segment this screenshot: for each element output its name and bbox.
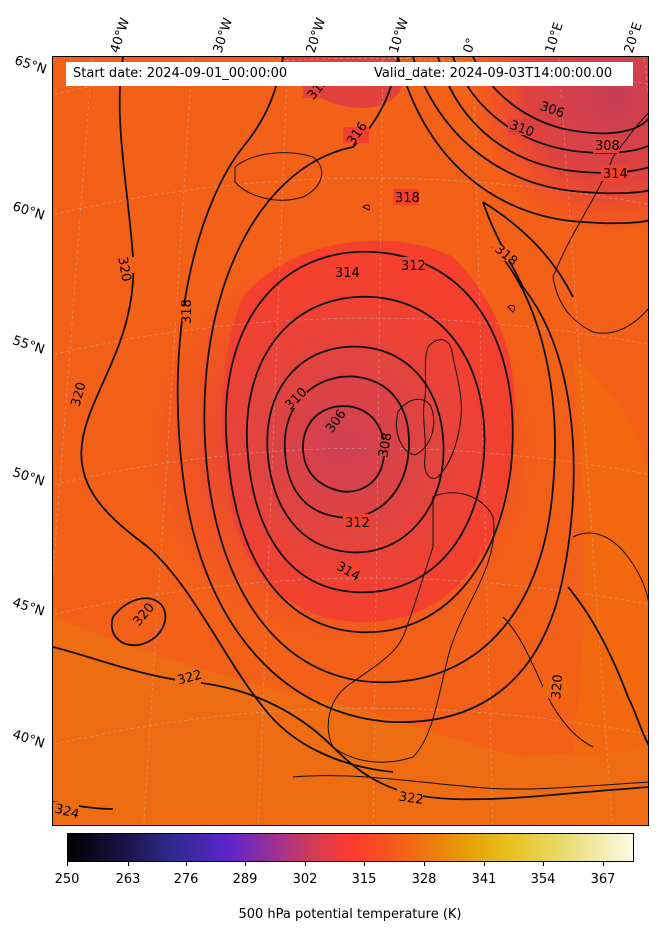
cb-tickmark [67,862,68,866]
lon-label-0: 0° [460,36,480,55]
contour-318 [176,57,284,478]
contour-label-318: 318 [180,299,195,324]
contour-316 [203,57,399,478]
contours [53,57,648,810]
cb-tickmark [484,862,485,866]
map-canvas: 306 308 310 312 312 314 314 316 318 318 … [53,57,648,825]
contour-308 [283,375,410,519]
contour-label-320b: 320 [69,381,90,409]
cb-tick-354: 354 [530,872,556,887]
contour-314 [224,251,514,634]
lon-label-20e: 20°E [621,20,646,55]
map-area: 306 308 310 312 312 314 314 316 318 318 … [52,56,649,826]
contour-320 [80,57,394,773]
contour-label-314-ne: 314 [603,167,628,182]
contour-label-312: 312 [401,259,426,274]
cb-tickmark [364,862,365,866]
cb-tick-263: 263 [115,872,141,887]
contour-label-322b: 322 [398,790,425,808]
contour-label-320d: 320 [549,674,566,700]
lon-label-40w: 40°W [107,16,134,55]
coastlines [234,113,648,790]
cb-tick-315: 315 [351,872,377,887]
contour-label-308: 308 [376,432,395,459]
cb-tick-276: 276 [173,872,199,887]
lon-label-30w: 30°W [210,16,237,55]
cb-tick-367: 367 [590,872,616,887]
cb-tick-289: 289 [232,872,258,887]
lon-label-10w: 10°W [386,16,413,55]
colorbar [67,833,634,862]
cb-tick-250: 250 [54,872,80,887]
contour-312 [246,295,486,594]
contour-label-group: 306 308 310 312 312 314 314 316 318 318 … [53,74,628,823]
cb-tickmark [186,862,187,866]
ne-high-shading [53,57,648,825]
cb-tickmark [245,862,246,866]
cb-tickmark [543,862,544,866]
contour-label-318b: 318 [395,191,420,206]
contour-322 [53,646,648,801]
contour-label-314: 314 [335,266,360,281]
valid-date-label: Valid_date: 2024-09-03T14:00:00.00 [366,62,633,86]
cb-tickmark [424,862,425,866]
contour-label-324: 324 [53,802,81,823]
contour-306 [302,405,386,493]
cb-tickmark [128,862,129,866]
cb-tick-328: 328 [411,872,437,887]
cb-tick-302: 302 [292,872,318,887]
contour-label-322: 322 [176,668,204,689]
contour-310 [266,345,445,554]
contour-label-308-ne: 308 [595,139,620,154]
lat-label-50n: 50°N [10,465,47,490]
contour-label-320: 320 [114,256,133,283]
cb-tickmark [603,862,604,866]
lat-label-45n: 45°N [10,595,47,620]
colorbar-label: 500 hPa potential temperature (K) [238,907,462,922]
lat-label-40n: 40°N [10,727,47,752]
start-date-label: Start date: 2024-09-01_00:00:00 [66,62,366,86]
cb-tickmark [305,862,306,866]
lon-label-10e: 10°E [542,20,567,55]
lon-label-20w: 20°W [303,16,330,55]
contour-label-312b: 312 [345,516,370,531]
lat-label-55n: 55°N [10,333,47,358]
lat-label-65n: 65°N [12,53,49,78]
lat-label-60n: 60°N [10,199,47,224]
cb-tick-341: 341 [471,872,497,887]
